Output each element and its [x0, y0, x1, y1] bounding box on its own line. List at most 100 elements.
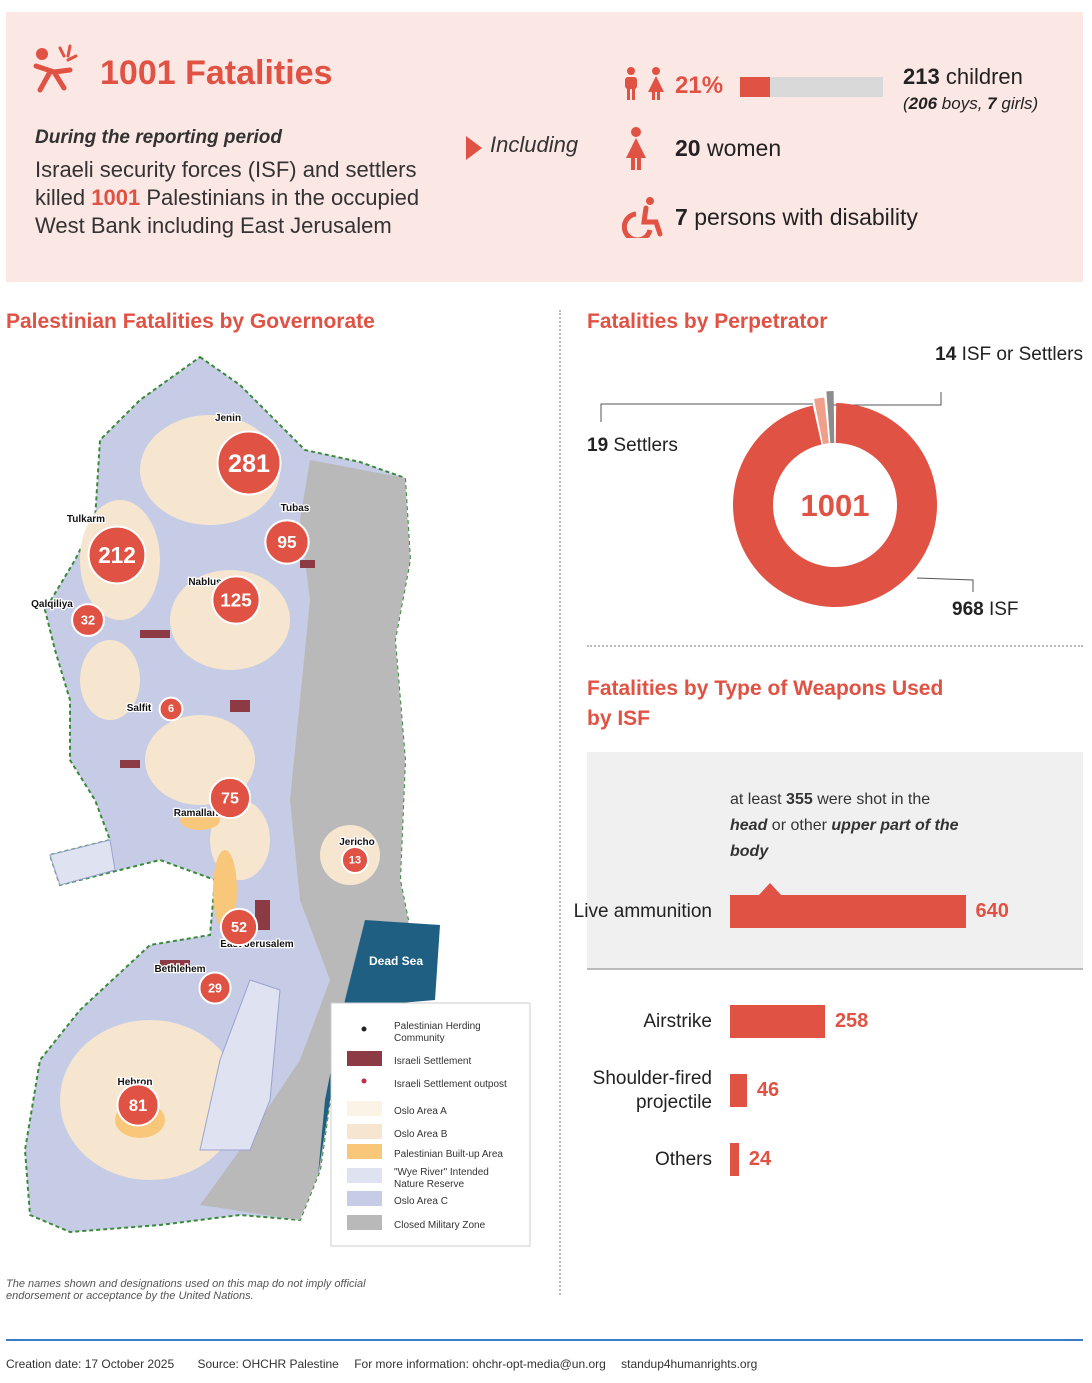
legend-label: Israeli Settlement — [394, 1056, 471, 1067]
governorate-value: 75 — [221, 790, 239, 808]
legend-swatch — [347, 1101, 382, 1116]
governorate-bubble — [340, 845, 370, 875]
governorate-name: Jericho — [339, 837, 375, 848]
donut-segment — [826, 391, 835, 444]
divider — [559, 310, 561, 1295]
donut-segment — [733, 403, 937, 607]
annotation-text: at least — [730, 791, 782, 808]
governorate-value: 95 — [277, 532, 297, 552]
value-label: 24 — [748, 1148, 772, 1170]
governorate-bubble — [216, 430, 282, 496]
summary-text: Israeli security forces (ISF) and settle… — [35, 157, 417, 210]
bar-title: Fatalities by Type of Weapons Used by IS… — [587, 677, 944, 730]
bar — [730, 1005, 825, 1038]
leader-line — [600, 403, 813, 422]
governorate-bubble — [211, 575, 261, 625]
leader-line — [916, 577, 974, 592]
boys-count: 206 — [908, 94, 938, 113]
legend-swatch — [347, 1051, 382, 1066]
annotation-emphasis: upper part of the body — [730, 817, 959, 860]
pie-label-value: 14 — [935, 344, 957, 365]
military-zone — [200, 460, 410, 1220]
governorate-name: Salfit — [127, 703, 152, 714]
value-label: 640 — [975, 900, 1009, 922]
donut-center: 1001 — [801, 488, 870, 523]
pie-label-name: Settlers — [613, 435, 678, 456]
share-track — [740, 77, 883, 97]
dead-sea-label: Dead Sea — [369, 954, 423, 968]
footer-item: Source: OHCHR Palestine — [197, 1357, 339, 1371]
governorate-bubble — [264, 519, 310, 565]
disability-icon — [621, 197, 663, 238]
governorate-name: Tulkarm — [67, 514, 105, 525]
annotation-text: in the — [891, 791, 931, 808]
governorate-value: 13 — [349, 855, 361, 867]
annotation-text: or other — [771, 817, 827, 834]
category-label: Live ammunition — [573, 900, 712, 922]
footer-item: For more information: ohchr-opt-media@un… — [354, 1357, 606, 1371]
bar — [730, 1074, 747, 1107]
summary-number: 1001 — [91, 185, 141, 210]
pie-title: Fatalities by Perpetrator — [587, 310, 828, 333]
governorate-value: 81 — [129, 1097, 147, 1115]
legend-swatch — [347, 1144, 382, 1159]
legend-label: Palestinian Built-up Area — [394, 1149, 503, 1160]
header-box — [6, 12, 1083, 282]
footer-item: standup4humanrights.org — [621, 1357, 758, 1371]
governorate-name: Bethlehem — [154, 964, 205, 975]
detail-text: ( — [903, 94, 909, 113]
governorate-value: 6 — [168, 703, 174, 715]
detail-text: girls) — [1001, 94, 1039, 113]
annotation: at least 355 were shot in the head or ot… — [730, 787, 970, 865]
legend-label: Oslo Area A — [394, 1106, 447, 1117]
summary-text: Palestinians in the occupied West Bank i… — [35, 185, 420, 238]
value-label: 258 — [834, 1010, 869, 1032]
category-label: Others — [654, 1148, 712, 1170]
governorate-name: Tubas — [281, 503, 310, 514]
governorate-value: 52 — [231, 920, 247, 936]
children-icon — [625, 67, 664, 100]
women-number: 20 — [675, 135, 701, 161]
legend-swatch — [347, 1215, 382, 1230]
header-summary: Israeli security forces (ISF) and settle… — [35, 156, 435, 240]
including-label: Including — [490, 132, 579, 157]
governorate-bubble — [208, 776, 252, 820]
governorate-bubble — [198, 971, 232, 1005]
pie-label-value: 19 — [587, 435, 609, 456]
governorate-name: Jenin — [215, 413, 241, 424]
pie-label-name: ISF — [988, 599, 1019, 620]
footer: Creation date: 17 October 2025 Source: O… — [6, 1357, 757, 1371]
pie-label: 14 ISF or Settlers — [935, 344, 1083, 366]
footer-line — [6, 1339, 1083, 1341]
divider — [587, 645, 1083, 647]
pie-label-value: 968 — [952, 599, 984, 620]
women-count: 20 women — [675, 135, 781, 162]
governorate-bubble — [71, 603, 105, 637]
category-label: Airstrike — [643, 1010, 712, 1032]
legend-label: Closed Military Zone — [394, 1220, 486, 1231]
disability-number: 7 — [675, 204, 688, 230]
pie-chart: 1001 — [600, 391, 974, 607]
annotation-text: were shot — [817, 791, 887, 808]
legend-label: Oslo Area B — [394, 1129, 448, 1140]
arrow-icon — [466, 136, 482, 160]
governorate-bubble — [116, 1083, 160, 1127]
nature-reserve — [49, 839, 116, 886]
footer-item: Creation date: 17 October 2025 — [6, 1357, 175, 1371]
annotation-number: 355 — [786, 791, 813, 808]
annotation-pointer — [758, 883, 782, 896]
pie-label-name: ISF or Settlers — [961, 344, 1083, 365]
children-share-label: 21% — [675, 72, 724, 99]
governorate-value: 281 — [228, 450, 270, 478]
disability-label: persons with disability — [694, 204, 918, 230]
legend-swatch — [347, 1168, 382, 1183]
header-subtitle: During the reporting period — [35, 127, 282, 148]
governorate-value: 125 — [220, 591, 252, 612]
pie-label: 19 Settlers — [587, 435, 678, 457]
legend-label: Palestinian Herding Community — [394, 1021, 481, 1044]
children-label: children — [945, 64, 1023, 89]
governorate-bubble — [219, 907, 259, 947]
bar — [730, 895, 966, 928]
bar — [730, 1143, 739, 1176]
legend-label: "Wye River" Intended Nature Reserve — [394, 1167, 489, 1190]
